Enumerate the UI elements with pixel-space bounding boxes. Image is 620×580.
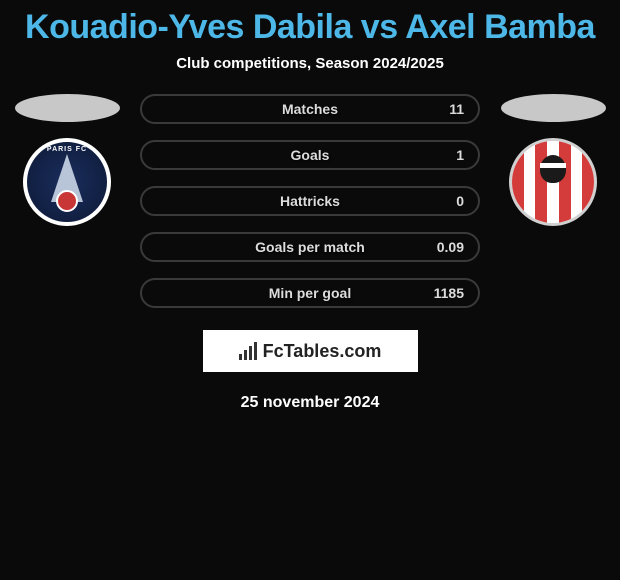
stat-row-goals-per-match: Goals per match 0.09 [140,232,480,262]
stat-right-value: 0 [456,193,464,209]
stat-row-matches: Matches 11 [140,94,480,124]
stat-right-value: 1185 [434,285,464,301]
stat-label: Hattricks [280,193,340,209]
stat-label: Goals per match [255,239,365,255]
stat-label: Goals [291,147,330,163]
stat-right-value: 11 [449,101,464,117]
footer-date: 25 november 2024 [0,394,620,412]
stats-column: Matches 11 Goals 1 Hattricks 0 Goals per… [140,94,480,308]
stat-row-min-per-goal: Min per goal 1185 [140,278,480,308]
moor-head-icon [540,155,566,183]
page-title: Kouadio-Yves Dabila vs Axel Bamba [0,8,620,47]
stat-row-hattricks: Hattricks 0 [140,186,480,216]
subtitle: Club competitions, Season 2024/2025 [0,55,620,72]
right-player-column [498,94,608,226]
paris-fc-text: PARIS FC [27,146,107,153]
left-player-column: PARIS FC [12,94,122,226]
stat-right-value: 1 [456,147,464,163]
stat-right-value: 0.09 [437,239,464,255]
bar-chart-icon [239,342,259,360]
football-icon [56,190,78,212]
brand-text: FcTables.com [263,341,382,362]
right-club-badge [509,138,597,226]
brand-watermark: FcTables.com [203,330,418,372]
stat-label: Matches [282,101,338,117]
stat-row-goals: Goals 1 [140,140,480,170]
right-player-photo-placeholder [501,94,606,122]
comparison-card: Kouadio-Yves Dabila vs Axel Bamba Club c… [0,0,620,412]
left-club-badge: PARIS FC [23,138,111,226]
left-player-photo-placeholder [15,94,120,122]
main-row: PARIS FC Matches 11 Goals 1 Hattricks 0 [0,94,620,308]
stat-label: Min per goal [269,285,351,301]
